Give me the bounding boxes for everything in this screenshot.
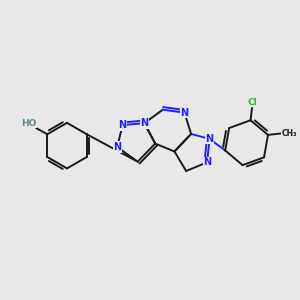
- Text: N: N: [206, 134, 214, 144]
- Text: CH₃: CH₃: [281, 129, 297, 138]
- Text: N: N: [113, 142, 121, 152]
- Text: N: N: [118, 120, 127, 130]
- Text: Cl: Cl: [247, 98, 257, 107]
- Text: N: N: [140, 118, 148, 128]
- Text: N: N: [203, 157, 211, 167]
- Text: N: N: [180, 108, 188, 118]
- Text: HO: HO: [22, 119, 37, 128]
